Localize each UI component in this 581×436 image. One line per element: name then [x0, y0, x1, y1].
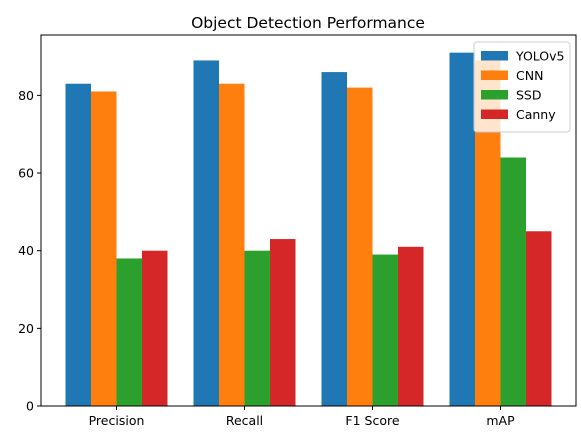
legend-label-cnn: CNN — [516, 68, 543, 83]
bar-ssd-precision — [116, 258, 142, 406]
y-axis: 0 20 40 60 80 — [18, 88, 41, 414]
legend-label-canny: Canny — [516, 107, 556, 122]
legend-swatch-ssd — [481, 90, 508, 100]
y-tick-label: 20 — [18, 321, 34, 336]
x-tick-label: mAP — [486, 413, 515, 428]
x-tick-label: F1 Score — [345, 413, 399, 428]
x-axis: Precision Recall F1 Score mAP — [89, 406, 515, 428]
chart-title: Object Detection Performance — [191, 14, 425, 32]
bar-yolov5-recall — [193, 60, 219, 406]
plot-frame — [40, 34, 577, 407]
y-tick-label: 0 — [26, 399, 34, 414]
legend-swatch-yolov5 — [481, 51, 508, 61]
bar-yolov5-f1-score — [321, 72, 347, 406]
bar-ssd-map — [500, 157, 526, 406]
bar-yolov5-precision — [65, 83, 91, 406]
bar-cnn-precision — [91, 91, 117, 406]
y-tick-label: 80 — [18, 88, 34, 103]
y-tick-label: 40 — [18, 243, 34, 258]
x-tick-label: Recall — [226, 413, 263, 428]
x-tick-label: Precision — [89, 413, 145, 428]
y-tick-label: 60 — [18, 166, 34, 181]
bar-canny-recall — [270, 239, 296, 406]
bar-ssd-f1-score — [372, 254, 398, 406]
bar-ssd-recall — [244, 250, 270, 406]
bars-group — [65, 52, 552, 407]
bar-canny-map — [526, 231, 552, 406]
bar-canny-precision — [142, 250, 168, 406]
legend-label-yolov5: YOLOv5 — [515, 49, 565, 64]
bar-cnn-f1-score — [347, 87, 373, 406]
legend: YOLOv5 CNN SSD Canny — [473, 41, 571, 133]
bar-canny-f1-score — [398, 246, 424, 406]
bar-cnn-recall — [219, 83, 245, 406]
bar-yolov5-map — [449, 52, 475, 407]
legend-swatch-cnn — [481, 70, 508, 80]
legend-label-ssd: SSD — [516, 88, 542, 103]
legend-swatch-canny — [481, 109, 508, 119]
